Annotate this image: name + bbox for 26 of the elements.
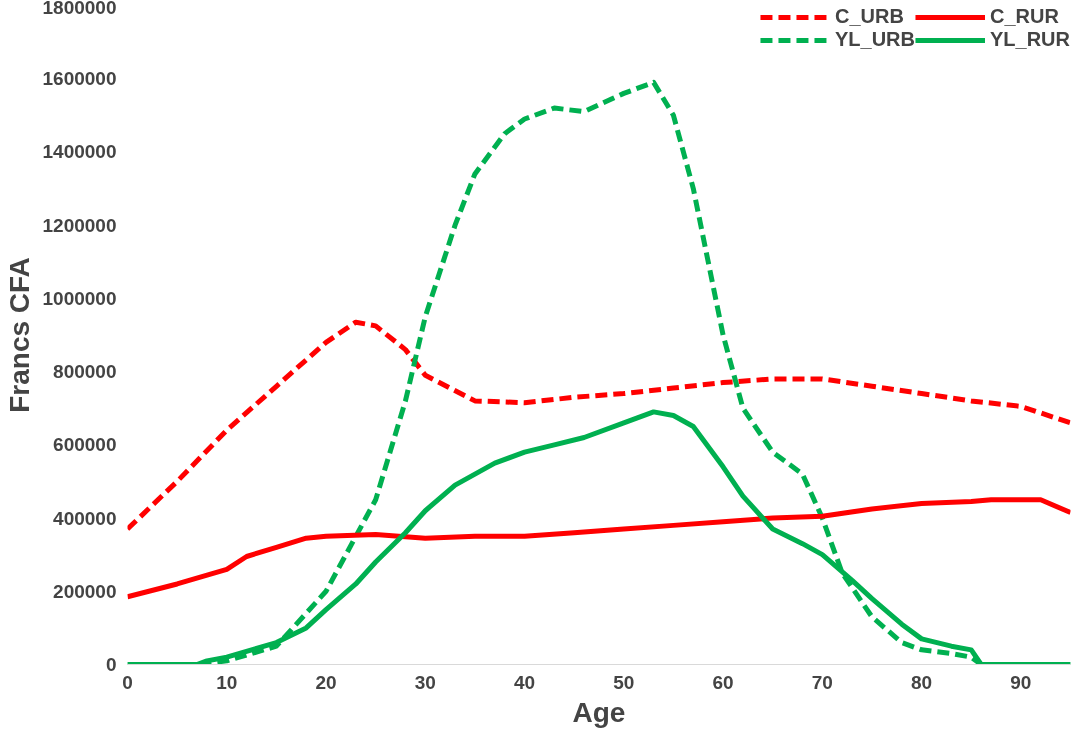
legend-label: C_URB bbox=[834, 5, 904, 28]
y-tick-label: 800000 bbox=[53, 361, 117, 383]
y-tick-label: 1600000 bbox=[42, 68, 117, 90]
y-tick-label: 1800000 bbox=[42, 0, 117, 18]
x-tick-label: 50 bbox=[613, 671, 635, 693]
legend-label: YL_URB bbox=[834, 28, 915, 51]
y-tick-label: 1000000 bbox=[42, 287, 117, 309]
y-tick-label: 600000 bbox=[53, 434, 117, 456]
y-tick-label: 1200000 bbox=[42, 214, 117, 236]
legend-label: C_RUR bbox=[989, 5, 1059, 28]
y-tick-label: 200000 bbox=[53, 580, 117, 602]
x-tick-label: 10 bbox=[216, 671, 238, 693]
y-tick-label: 0 bbox=[105, 654, 117, 675]
y-axis-title: Francs CFA bbox=[3, 257, 35, 413]
x-axis-title: Age bbox=[572, 696, 626, 728]
x-tick-label: 60 bbox=[712, 671, 734, 693]
x-tick-label: 0 bbox=[122, 671, 133, 693]
y-tick-label: 400000 bbox=[53, 507, 117, 529]
x-tick-label: 40 bbox=[513, 671, 536, 693]
legend-label: YL_RUR bbox=[989, 28, 1070, 51]
x-tick-label: 90 bbox=[1010, 671, 1032, 693]
x-tick-label: 80 bbox=[911, 671, 933, 693]
y-tick-label: 1400000 bbox=[42, 141, 117, 163]
x-tick-label: 70 bbox=[811, 671, 833, 693]
x-tick-label: 20 bbox=[315, 671, 337, 693]
x-tick-label: 30 bbox=[414, 671, 436, 693]
